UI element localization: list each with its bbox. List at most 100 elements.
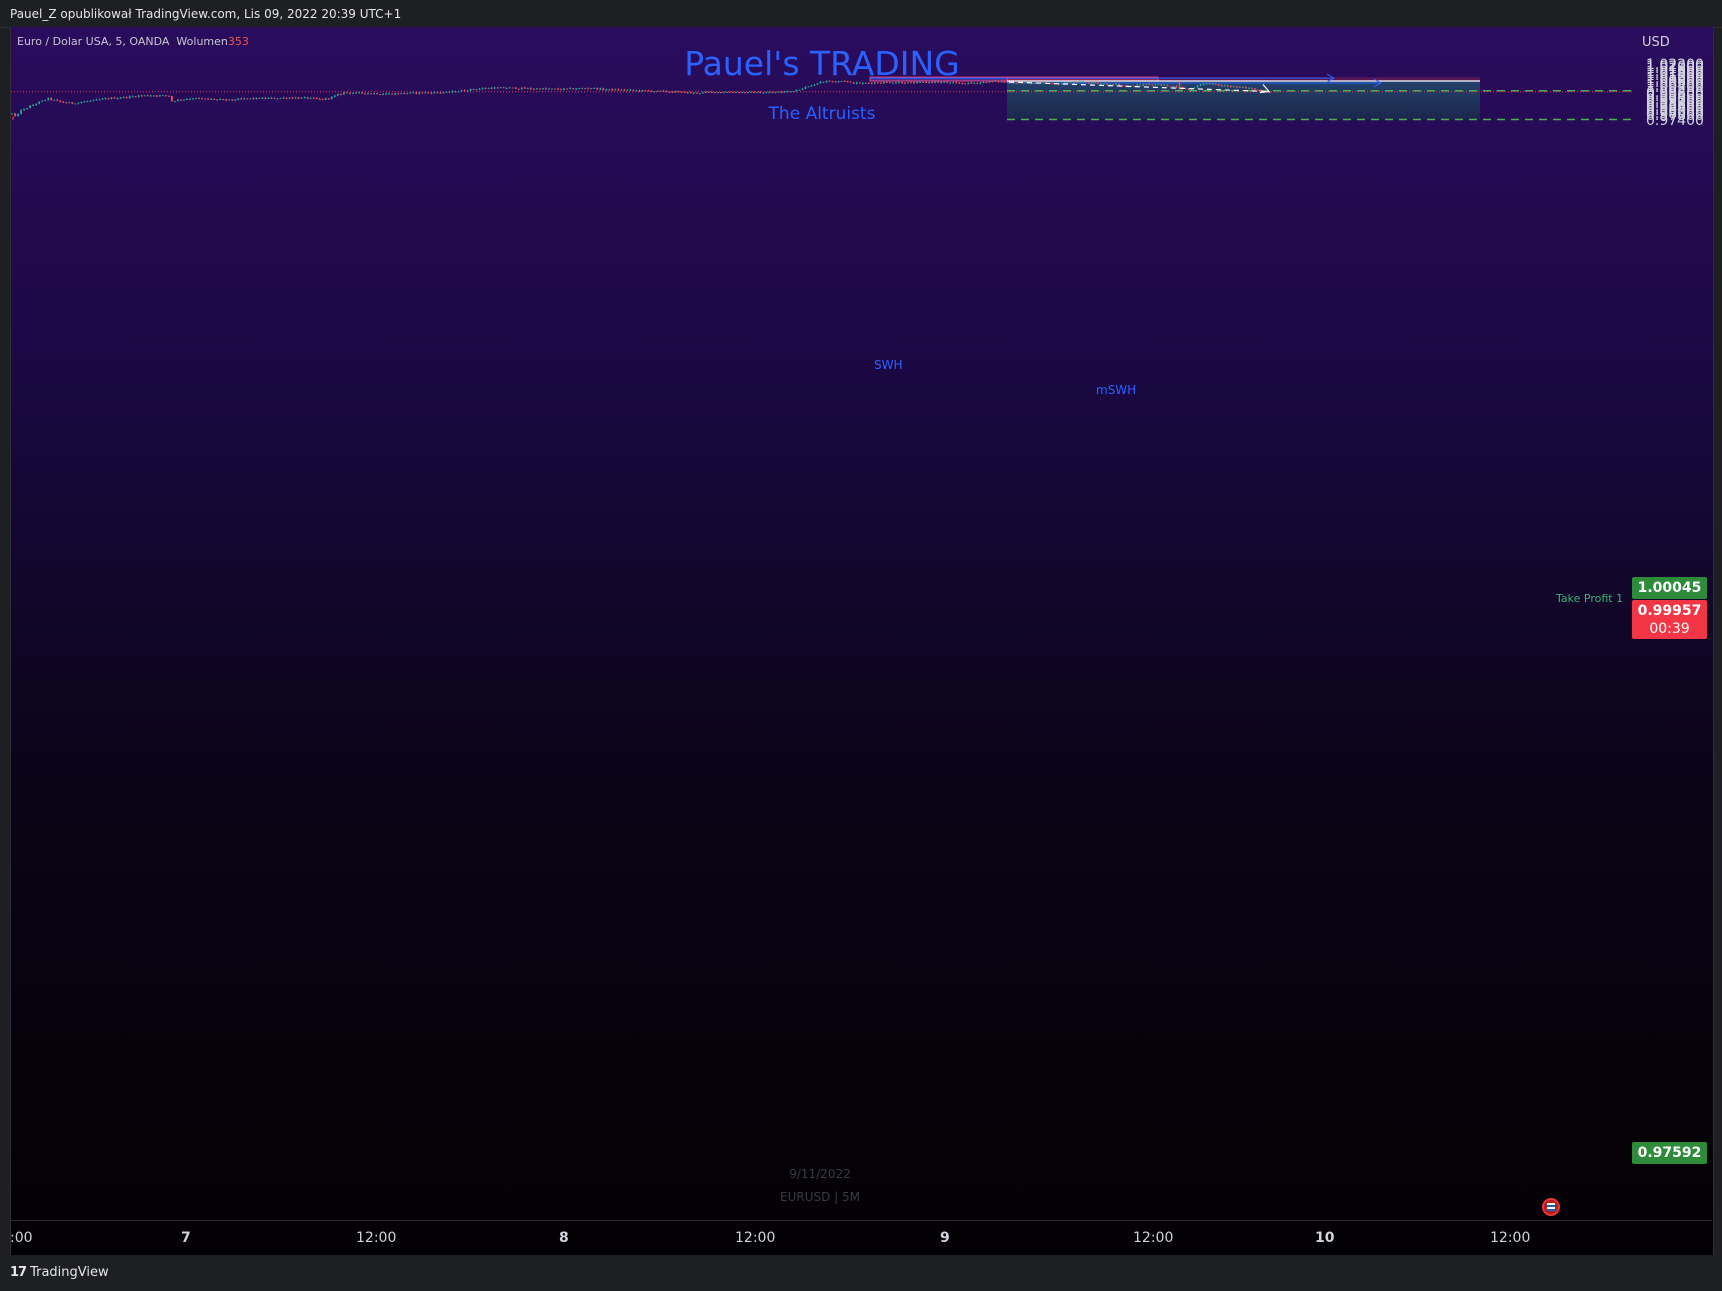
candle: [303, 96, 306, 99]
candle-body: [472, 88, 475, 90]
candle-body: [916, 81, 918, 84]
candle-body: [255, 97, 258, 99]
candle-body: [888, 82, 891, 84]
candle: [614, 88, 617, 91]
candle-body: [1166, 84, 1169, 87]
candle-body: [834, 81, 837, 83]
candle: [904, 82, 906, 85]
candle-body: [315, 97, 318, 99]
candle: [1069, 82, 1072, 84]
candle: [1121, 84, 1124, 87]
candle: [937, 81, 940, 83]
candle: [1076, 81, 1078, 83]
candle: [1015, 82, 1018, 84]
candle-body: [949, 82, 952, 84]
candle-body: [300, 97, 303, 99]
candle: [732, 91, 734, 94]
candle: [291, 96, 294, 99]
candle-body: [92, 99, 95, 101]
candle-body: [77, 102, 80, 104]
candle: [786, 90, 789, 93]
candle: [237, 97, 240, 101]
candle-body: [107, 98, 110, 100]
candle: [511, 87, 514, 89]
candle-body: [38, 101, 41, 104]
candle-body: [101, 98, 104, 100]
candle-body: [460, 90, 463, 92]
candle: [394, 92, 397, 96]
candle-body: [720, 92, 722, 94]
candle: [65, 101, 68, 104]
candle: [1091, 81, 1093, 84]
brand-title: Pauel's TRADING: [684, 44, 960, 83]
candle-body: [1199, 84, 1202, 86]
candle: [415, 92, 418, 95]
candle-body: [653, 91, 656, 93]
candle-body: [1118, 84, 1121, 86]
candle: [47, 97, 50, 101]
symbol-legend[interactable]: Euro / Dolar USA, 5, OANDA Wolumen353: [17, 35, 249, 48]
candle-body: [53, 99, 56, 101]
candle: [596, 87, 599, 90]
candle-body: [822, 81, 825, 83]
candle: [1042, 82, 1045, 84]
candle-body: [478, 88, 481, 90]
candle: [913, 81, 915, 84]
candle: [207, 98, 209, 100]
candle-body: [529, 88, 532, 90]
candle: [879, 81, 882, 84]
candle: [695, 92, 698, 94]
candle: [1160, 83, 1163, 86]
time-tick-label: 10: [1315, 1230, 1335, 1246]
candle-body: [701, 92, 704, 94]
us-flag-icon[interactable]: [1542, 1198, 1560, 1216]
tradingview-logo[interactable]: 17 TradingView: [10, 1265, 109, 1280]
candlestick-chart[interactable]: [11, 27, 1713, 1255]
candle: [816, 83, 819, 85]
candle: [38, 101, 41, 105]
candle: [201, 98, 203, 100]
candle: [62, 100, 65, 103]
candle: [892, 82, 894, 84]
candle: [20, 109, 22, 115]
candle: [270, 96, 273, 99]
candle-body: [671, 91, 674, 93]
candle: [460, 89, 463, 92]
candle: [1085, 81, 1087, 83]
candle: [17, 113, 19, 117]
candle-body: [590, 88, 593, 90]
candle: [626, 89, 629, 91]
candle: [870, 82, 873, 85]
currency-label[interactable]: USD: [1642, 35, 1670, 50]
candle: [125, 96, 128, 99]
candle-body: [122, 96, 125, 98]
candle: [119, 96, 122, 99]
candle-body: [677, 91, 680, 93]
volume-label: Wolumen: [176, 35, 228, 48]
candle-body: [707, 91, 710, 93]
candle: [1024, 81, 1027, 84]
candle-body: [1103, 83, 1105, 85]
candle: [351, 92, 354, 95]
candle: [1175, 85, 1178, 89]
candle-body: [379, 94, 381, 96]
candle: [1157, 83, 1160, 86]
candle-body: [870, 82, 873, 84]
candle-body: [732, 92, 734, 94]
candle-body: [1193, 87, 1196, 89]
candle: [967, 82, 970, 85]
candle: [952, 81, 955, 84]
candle-body: [222, 99, 225, 101]
candle: [665, 90, 668, 93]
candle: [484, 87, 487, 90]
candle-body: [80, 102, 83, 104]
candle: [750, 91, 753, 93]
candle-body: [201, 98, 203, 100]
candle-body: [1063, 82, 1066, 84]
candle: [819, 81, 822, 84]
chart-pane[interactable]: [10, 27, 1714, 1255]
candle: [677, 90, 680, 93]
candle-body: [113, 97, 116, 99]
candle-body: [41, 100, 44, 102]
candle: [1193, 87, 1196, 89]
